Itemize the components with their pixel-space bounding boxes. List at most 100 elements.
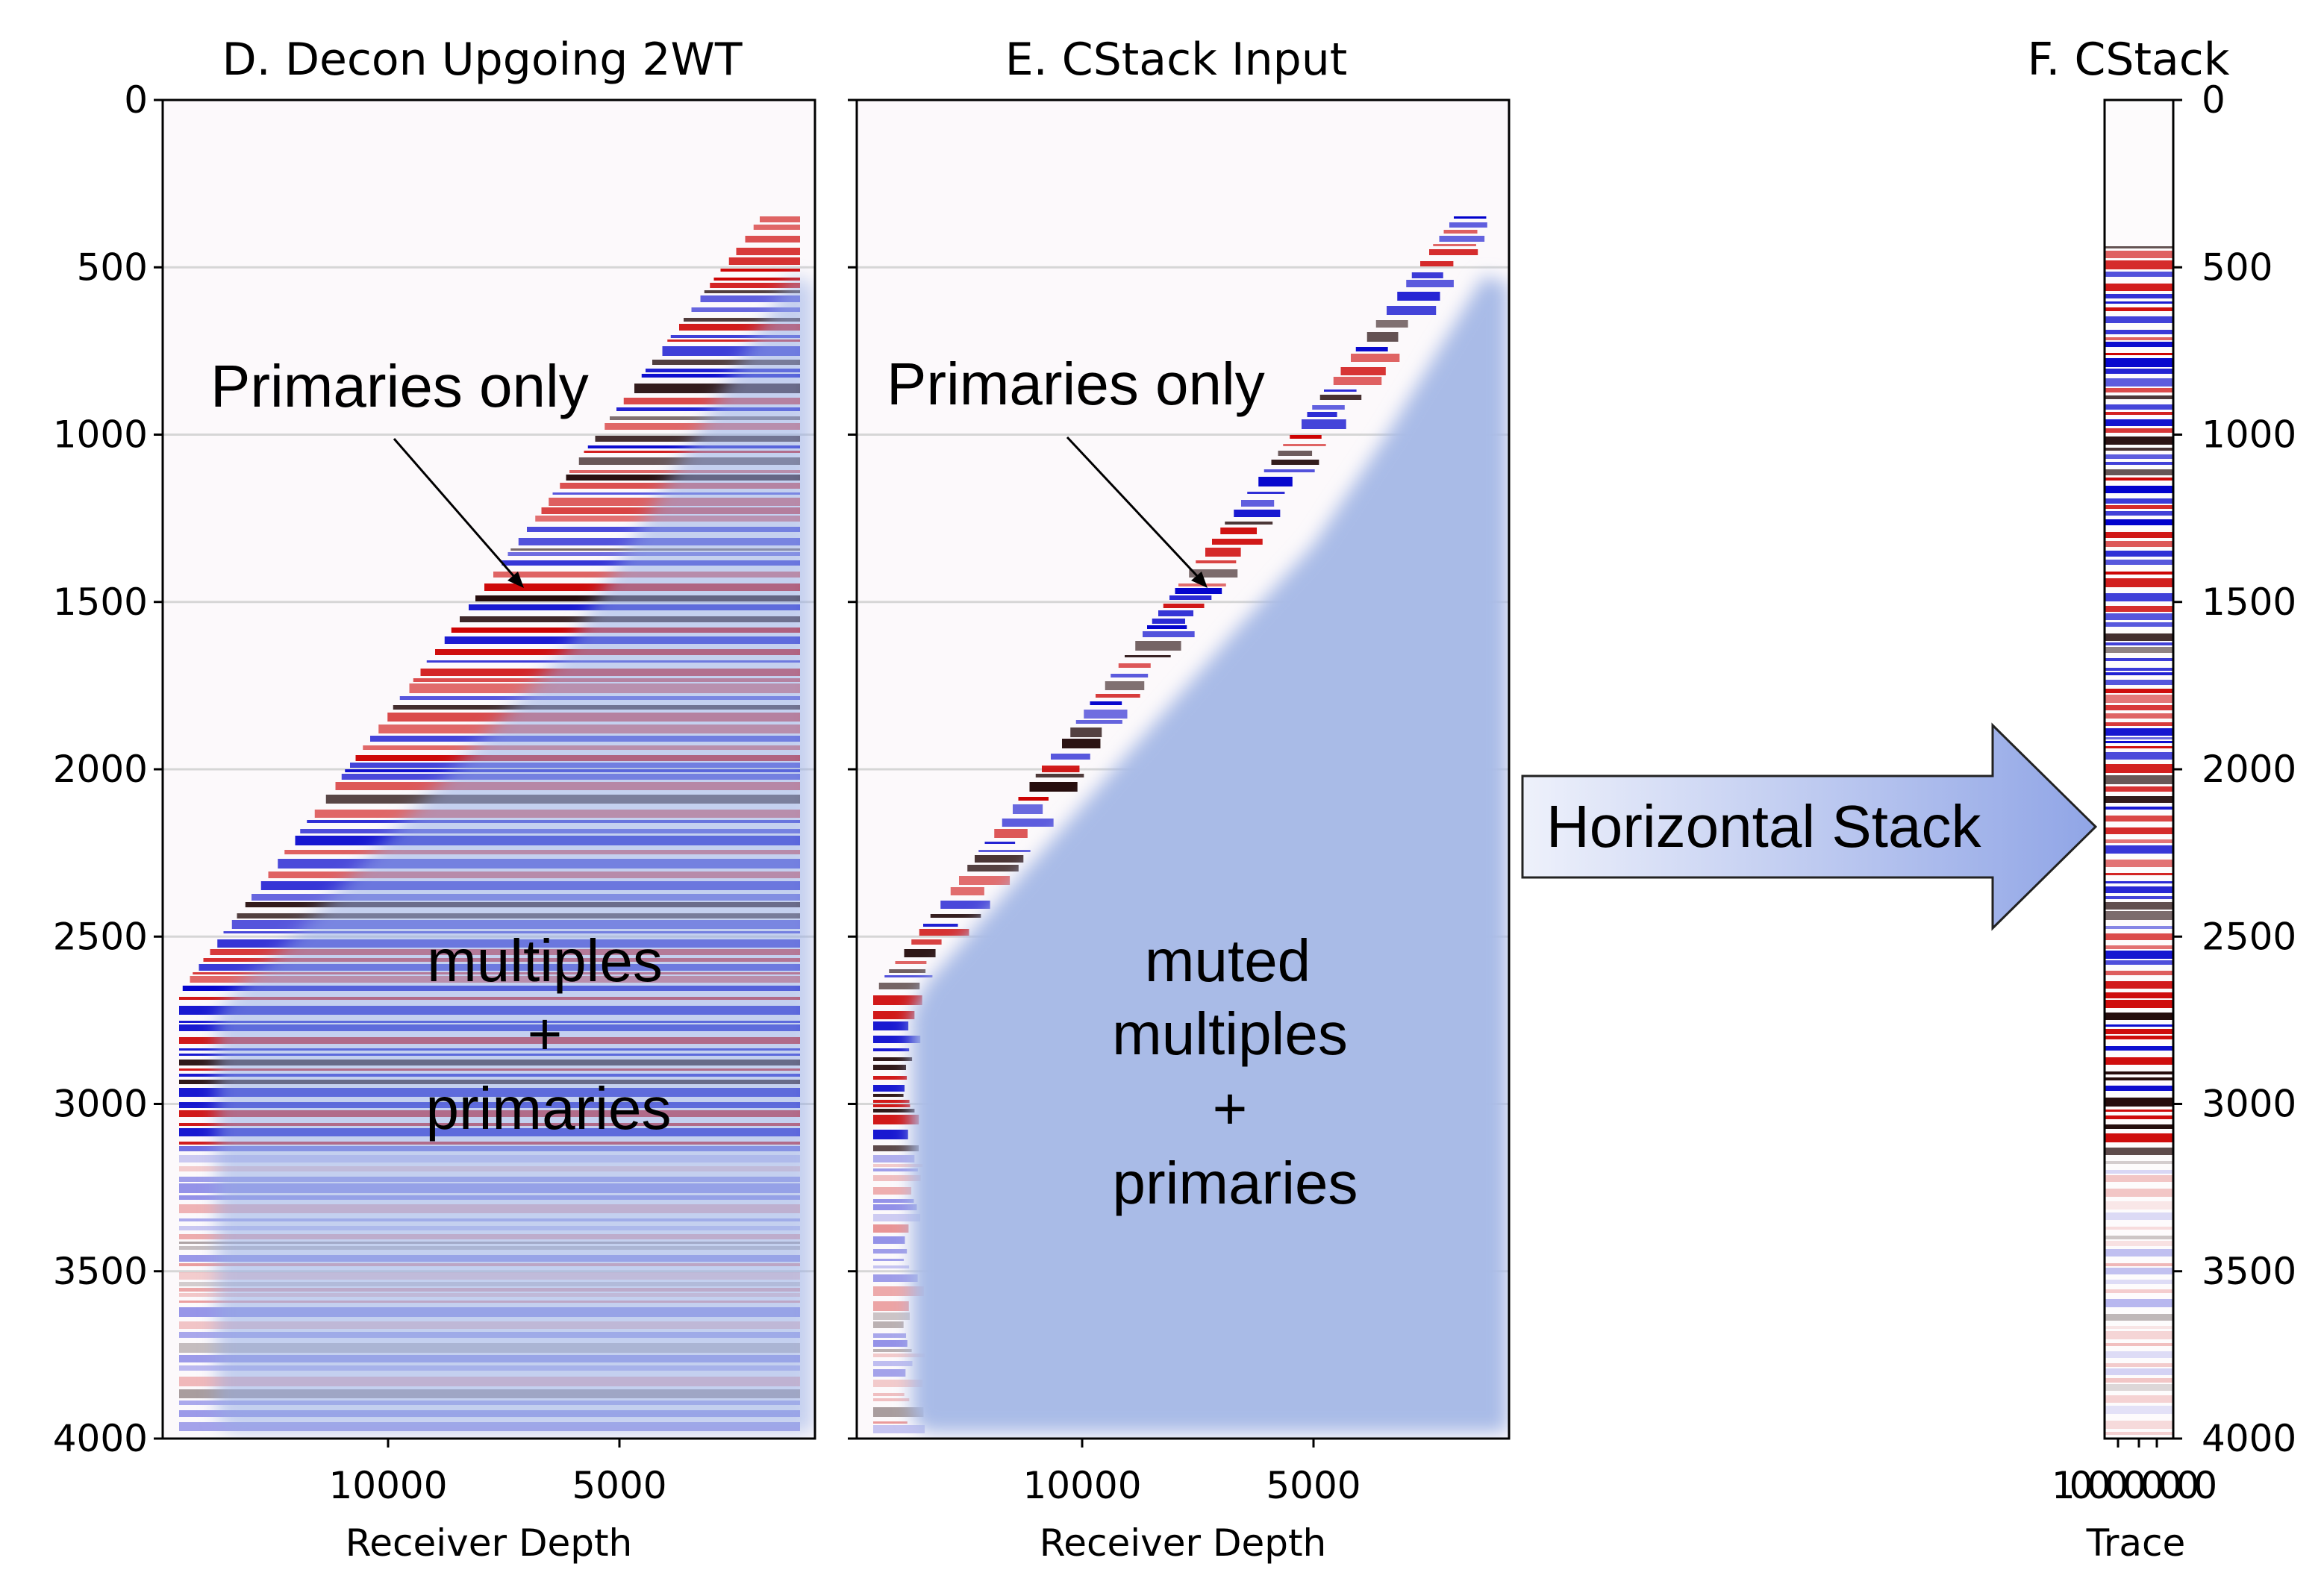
panel-e-band-26 xyxy=(1263,469,1315,472)
panel-e-band-111 xyxy=(873,1301,909,1311)
panel-e-band-8 xyxy=(1406,280,1454,287)
arrow-label: Horizontal Stack xyxy=(1546,793,1981,860)
panel-e-band-41 xyxy=(1158,610,1194,616)
panel-e-x-ticks: 10000 5000 xyxy=(1022,1439,1361,1507)
panel-f-band-82 xyxy=(2105,981,2173,989)
panel-d-body-annotation-line-1: + xyxy=(528,1001,563,1067)
panel-e-band-82 xyxy=(873,1021,909,1030)
panel-f-band-125 xyxy=(2105,1406,2173,1414)
panel-d-band-7 xyxy=(710,283,800,288)
panel-f-band-32 xyxy=(2105,519,2173,525)
panel-e-xtick-label-1: 5000 xyxy=(1266,1464,1361,1507)
panel-e-band-73 xyxy=(919,929,969,936)
panel-e-band-30 xyxy=(1234,510,1281,517)
panel-e-band-80 xyxy=(873,995,922,1005)
panel-f-band-111 xyxy=(2105,1268,2173,1274)
panel-f-band-58 xyxy=(2105,746,2173,748)
panel-e-band-22 xyxy=(1290,435,1322,439)
panel-e-band-5 xyxy=(1429,249,1478,255)
panel-d-y-ticks: 0 500 1000 1500 2000 2500 3000 3500 4000 xyxy=(53,78,163,1460)
panel-d-primaries-annotation: Primaries only xyxy=(210,353,589,419)
panel-f-band-55 xyxy=(2105,728,2173,736)
panel-e-band-16 xyxy=(1333,377,1382,385)
panel-e-band-87 xyxy=(873,1076,908,1080)
panel-d-body-annotation-line-2: primaries xyxy=(426,1075,672,1142)
panel-e-band-64 xyxy=(984,842,1016,844)
panel-e-band-124 xyxy=(873,1421,908,1424)
panel-d-multiples-overlay xyxy=(216,276,813,1433)
panel-d-band-17 xyxy=(646,369,800,372)
panel-d-ytick-label-0: 0 xyxy=(124,78,148,122)
panel-e-band-107 xyxy=(873,1259,905,1261)
panel-e-body-annotation-line-1: multiples xyxy=(1112,1001,1348,1067)
panel-f-band-15 xyxy=(2105,378,2173,387)
panel-e-band-63 xyxy=(994,829,1028,838)
panel-d-annotation-arrow-line xyxy=(393,438,516,578)
panel-f-band-28 xyxy=(2105,486,2173,493)
panel-d-ytick-label-5: 2500 xyxy=(53,915,148,958)
panel-f-band-108 xyxy=(2105,1241,2173,1246)
panel-e-band-25 xyxy=(1271,460,1319,465)
panel-f-ytick-label-4: 2000 xyxy=(2202,748,2296,791)
panel-f-ytick-label-8: 4000 xyxy=(2202,1417,2296,1460)
panel-e-band-109 xyxy=(873,1274,918,1282)
panel-d-ytick-label-3: 1500 xyxy=(53,580,148,624)
panel-f-band-83 xyxy=(2105,992,2173,998)
panel-e-band-105 xyxy=(873,1236,905,1244)
panel-e-band-92 xyxy=(873,1109,915,1112)
panel-f-band-99 xyxy=(2105,1148,2173,1155)
panel-f-band-54 xyxy=(2105,722,2173,726)
panel-d-band-9 xyxy=(700,295,800,302)
panel-e-band-72 xyxy=(923,924,958,927)
panel-d-band-5 xyxy=(720,269,800,272)
panel-e-band-34 xyxy=(1205,548,1241,557)
panel-e-band-10 xyxy=(1387,306,1437,315)
panel-e-band-13 xyxy=(1355,347,1388,351)
panel-e-band-57 xyxy=(1042,766,1080,772)
panel-e-band-71 xyxy=(930,914,981,918)
panel-e-band-27 xyxy=(1258,477,1293,486)
panel-f-band-126 xyxy=(2105,1421,2173,1429)
panel-f-band-47 xyxy=(2105,668,2173,671)
panel-f-band-93 xyxy=(2105,1086,2173,1091)
panel-d-band-4 xyxy=(728,257,800,265)
panel-f-band-26 xyxy=(2105,469,2173,475)
panel-e-band-102 xyxy=(873,1204,917,1210)
panel-f-band-97 xyxy=(2105,1124,2173,1129)
panel-e-band-9 xyxy=(1397,292,1440,301)
panel-f-band-62 xyxy=(2105,786,2173,792)
panel-e-band-91 xyxy=(873,1104,910,1107)
panel-e-band-45 xyxy=(1135,641,1181,651)
panel-f-band-12 xyxy=(2105,353,2173,355)
panel-d-ytick-label-8: 4000 xyxy=(53,1417,148,1460)
panel-f-band-118 xyxy=(2105,1343,2173,1346)
panel-d-body-annotation-line-0: multiples xyxy=(427,927,663,994)
panel-e-band-89 xyxy=(873,1094,904,1097)
panel-e-band-6 xyxy=(1420,261,1454,266)
panel-f-band-17 xyxy=(2105,395,2173,399)
panel-f-band-49 xyxy=(2105,680,2173,685)
panel-f-band-105 xyxy=(2105,1212,2173,1220)
panel-e-band-118 xyxy=(873,1361,913,1366)
panel-e-band-81 xyxy=(873,1011,915,1019)
panel-f-band-90 xyxy=(2105,1057,2173,1065)
panel-f-band-75 xyxy=(2105,911,2173,920)
panel-e-band-36 xyxy=(1189,569,1238,578)
panel-e-band-33 xyxy=(1212,539,1263,545)
panel-f-band-57 xyxy=(2105,741,2173,743)
panel-e-band-53 xyxy=(1075,720,1122,724)
panel-f-band-95 xyxy=(2105,1110,2173,1112)
panel-f-band-39 xyxy=(2105,593,2173,601)
panel-e-band-50 xyxy=(1096,694,1140,698)
panel-e-band-84 xyxy=(873,1048,910,1051)
panel-f-band-0 xyxy=(2105,246,2173,248)
panel-e-band-108 xyxy=(873,1265,910,1268)
panel-e-primaries-annotation: Primaries only xyxy=(887,351,1265,417)
panel-f-band-76 xyxy=(2105,926,2173,929)
panel-f-band-60 xyxy=(2105,764,2173,773)
panel-f-band-1 xyxy=(2105,251,2173,258)
panel-f-band-38 xyxy=(2105,578,2173,587)
panel-f-band-73 xyxy=(2105,896,2173,899)
panel-f-band-59 xyxy=(2105,752,2173,760)
